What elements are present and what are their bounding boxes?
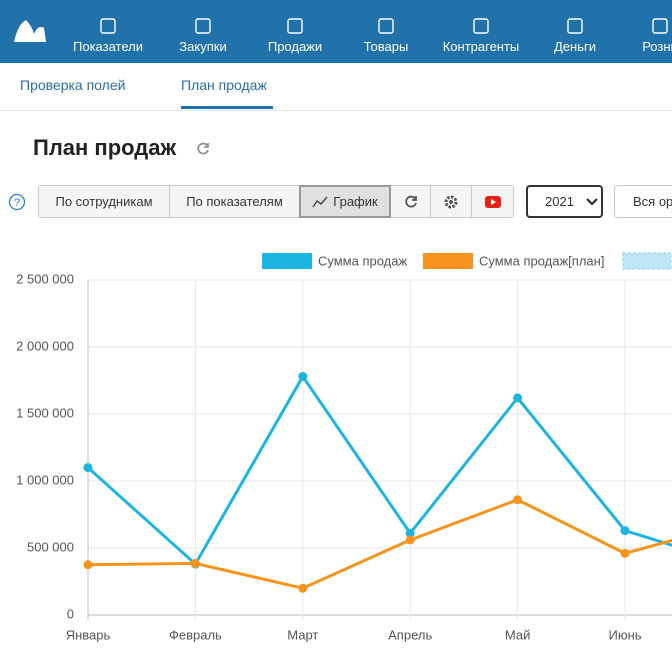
tab[interactable]: План продаж — [181, 77, 267, 93]
nav-item[interactable]: Деньги — [554, 39, 596, 54]
data-point — [513, 393, 523, 403]
y-tick-label: 0 — [67, 606, 74, 621]
x-tick-label: Июнь — [608, 627, 641, 642]
nav-icon — [195, 18, 211, 34]
nav-item[interactable]: Показатели — [73, 39, 143, 54]
series-line — [86, 373, 672, 567]
x-tick-label: Май — [505, 627, 530, 642]
legend-swatch — [262, 253, 312, 269]
tab[interactable]: Проверка полей — [20, 77, 126, 93]
legend-label: Сумма продаж — [318, 253, 407, 268]
nav-item[interactable]: Розни — [642, 39, 672, 54]
nav-icon — [473, 18, 489, 34]
logo[interactable] — [12, 16, 48, 44]
x-tick-label: Апрель — [388, 627, 432, 642]
data-point — [83, 463, 93, 473]
youtube-button[interactable] — [471, 185, 514, 218]
y-tick-label: 1 000 000 — [16, 472, 74, 487]
x-tick-label: Март — [287, 627, 318, 642]
nav-item[interactable]: Товары — [363, 39, 409, 54]
button-label: По сотрудникам — [55, 194, 153, 209]
toolbar-button[interactable]: По показателям — [169, 185, 300, 218]
page-title: План продаж — [33, 135, 177, 160]
svg-text:?: ? — [14, 197, 20, 209]
nav-icon — [652, 18, 668, 34]
org-text: Вся ор — [633, 194, 672, 209]
button-label: По показателям — [186, 194, 283, 209]
refresh-button[interactable] — [390, 185, 431, 218]
data-point — [405, 528, 415, 538]
year-text: 2021 — [545, 194, 574, 209]
y-tick-label: 2 500 000 — [16, 271, 74, 286]
nav-icon — [567, 18, 583, 34]
x-tick-label: Январь — [66, 627, 111, 642]
data-point — [620, 526, 630, 536]
legend-label: Сумма продаж[план] — [479, 253, 604, 268]
toolbar-button[interactable]: По сотрудникам — [38, 185, 170, 218]
refresh-icon[interactable] — [195, 141, 211, 157]
hidden-series-legend[interactable] — [622, 252, 672, 270]
top-bar: Показатели Закупки Продажи Товары Контрагент… — [0, 0, 672, 63]
data-point — [298, 583, 308, 593]
nav-item[interactable]: Контрагенты — [442, 39, 520, 54]
nav-icon — [378, 18, 394, 34]
y-tick-label: 1 500 000 — [16, 405, 74, 420]
year-select[interactable]: 2021 — [526, 185, 603, 218]
nav-icon — [287, 18, 303, 34]
data-point — [405, 535, 415, 545]
nav-item[interactable]: Закупки — [179, 39, 227, 54]
y-tick-label: 500 000 — [27, 539, 74, 554]
data-point — [190, 558, 200, 568]
settings-button[interactable] — [430, 185, 472, 218]
active-tab-indicator — [181, 106, 273, 109]
org-select[interactable]: Вся ор — [614, 185, 672, 218]
tab-divider — [0, 110, 672, 111]
chart: 0 500 000 1 000 000 1 500 000 2 000 000 2 500… — [16, 252, 672, 642]
data-point — [298, 371, 308, 381]
legend-swatch — [423, 253, 473, 269]
x-tick-label: Февраль — [169, 627, 222, 642]
button-label: График — [333, 194, 378, 209]
series-line — [87, 498, 672, 590]
y-tick-label: 2 000 000 — [16, 338, 74, 353]
help-icon[interactable]: ? — [8, 193, 26, 211]
toolbar-button[interactable]: График — [299, 185, 391, 218]
data-point — [620, 548, 630, 558]
data-point — [83, 560, 93, 570]
data-point — [513, 495, 523, 505]
nav-item[interactable]: Продажи — [267, 39, 323, 54]
nav-icon — [100, 18, 116, 34]
